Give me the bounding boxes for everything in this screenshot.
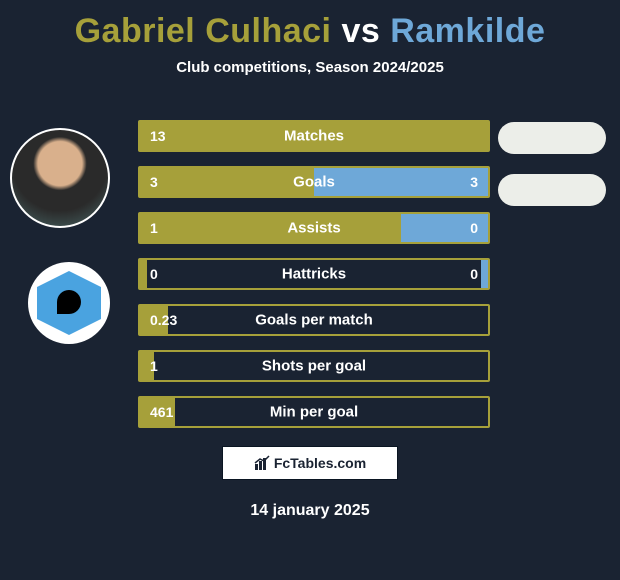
- stat-label: Assists: [287, 220, 340, 237]
- player2-avatar-placeholder: [498, 122, 606, 154]
- fctables-logo[interactable]: FcTables.com: [222, 446, 398, 480]
- stat-bar-right: [314, 168, 488, 196]
- player2-club-placeholder: [498, 174, 606, 206]
- stat-row: 0.23 Goals per match: [138, 304, 490, 336]
- stat-row: 461 Min per goal: [138, 396, 490, 428]
- player2-name: Ramkilde: [390, 12, 545, 50]
- stat-value-right: 0: [470, 220, 478, 236]
- player1-avatar: [10, 128, 110, 228]
- stat-label: Shots per goal: [262, 358, 366, 375]
- stat-bar-left: [140, 260, 147, 288]
- stat-value-left: 461: [150, 404, 173, 420]
- stat-row: 13 Matches: [138, 120, 490, 152]
- stat-bar-left: [140, 168, 314, 196]
- stat-row: 1 Assists 0: [138, 212, 490, 244]
- stat-label: Hattricks: [282, 266, 346, 283]
- player1-name: Gabriel Culhaci: [75, 12, 332, 50]
- comparison-title: Gabriel Culhaci vs Ramkilde: [0, 0, 620, 51]
- stat-value-right: 0: [470, 266, 478, 282]
- subtitle: Club competitions, Season 2024/2025: [0, 59, 620, 76]
- logo-text: FcTables.com: [274, 455, 366, 471]
- stats-container: 13 Matches 3 Goals 3 1 Assists 0 0 Hattricks 0 0.23…: [138, 120, 490, 442]
- stat-value-right: 3: [470, 174, 478, 190]
- stat-bar-right: [481, 260, 488, 288]
- date: 14 january 2025: [0, 502, 620, 520]
- stat-bar-left: [140, 214, 401, 242]
- stat-row: 3 Goals 3: [138, 166, 490, 198]
- stat-value-left: 13: [150, 128, 166, 144]
- stat-label: Goals per match: [255, 312, 373, 329]
- stat-row: 0 Hattricks 0: [138, 258, 490, 290]
- stat-label: Matches: [284, 128, 344, 145]
- club-badge-shape: [37, 271, 101, 335]
- stat-value-left: 1: [150, 220, 158, 236]
- stat-label: Min per goal: [270, 404, 358, 421]
- player1-club-badge: [28, 262, 110, 344]
- title-vs: vs: [332, 12, 391, 50]
- chart-icon: [254, 455, 270, 471]
- stat-value-left: 1: [150, 358, 158, 374]
- stat-label: Goals: [293, 174, 335, 191]
- stat-value-left: 3: [150, 174, 158, 190]
- stat-row: 1 Shots per goal: [138, 350, 490, 382]
- stat-value-left: 0.23: [150, 312, 177, 328]
- stat-value-left: 0: [150, 266, 158, 282]
